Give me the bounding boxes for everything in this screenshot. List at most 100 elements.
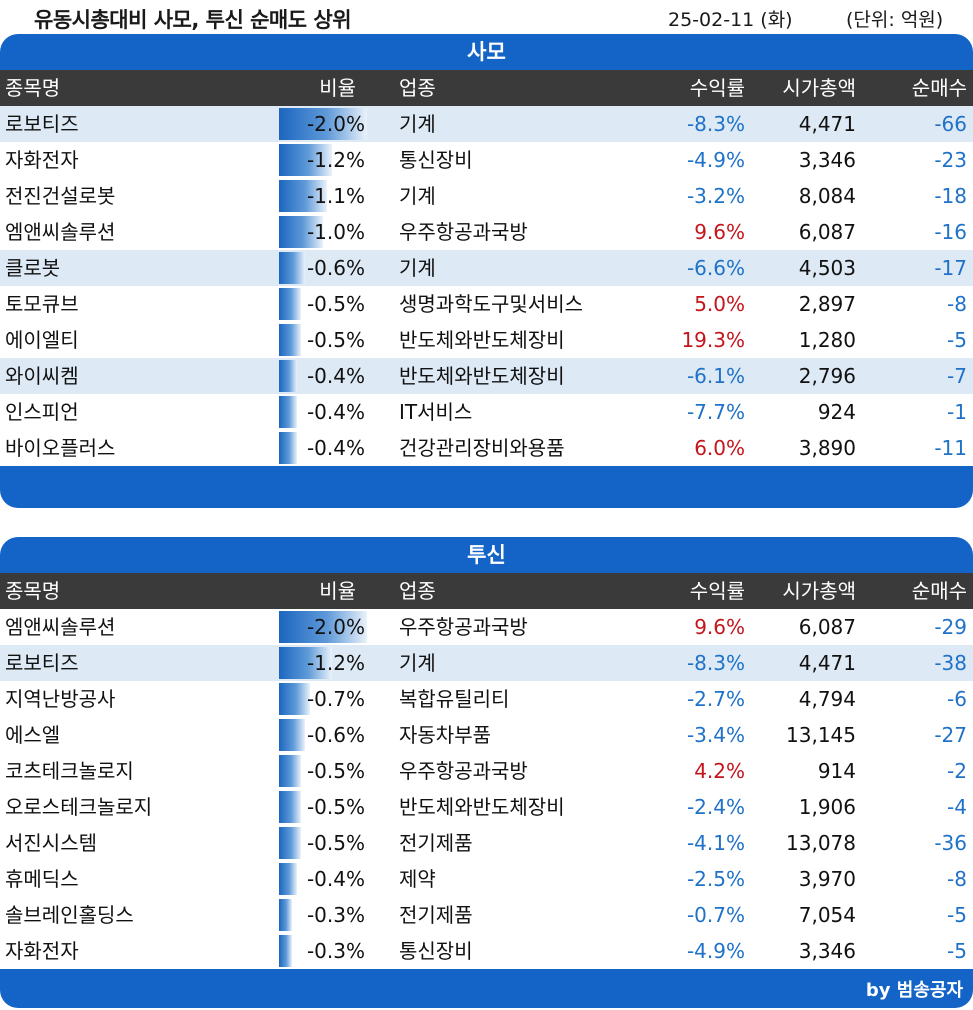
stock-name: 토모큐브: [5, 292, 79, 316]
industry: 반도체와반도체장비: [399, 328, 565, 352]
col-industry: 업종: [399, 76, 436, 100]
industry: 우주항공과국방: [399, 759, 528, 783]
ratio-value: -0.7%: [306, 687, 365, 711]
market-cap: 914: [817, 759, 856, 783]
market-cap: 4,503: [798, 256, 856, 280]
market-cap: 4,471: [798, 651, 856, 675]
industry: 기계: [399, 112, 436, 136]
return-value: -8.3%: [686, 651, 745, 675]
net-buy: -5: [947, 328, 967, 352]
market-cap: 1,280: [798, 328, 856, 352]
ratio-bar: [279, 827, 301, 859]
ratio-bar: [279, 396, 297, 428]
ratio-bar: [279, 180, 327, 212]
stock-name: 에스엘: [5, 723, 61, 747]
industry: 우주항공과국방: [399, 220, 528, 244]
byline: by 범송공자: [865, 980, 963, 1001]
col-mktcap: 시가총액: [782, 76, 856, 100]
net-buy: -29: [934, 615, 967, 639]
return-value: 4.2%: [694, 759, 745, 783]
panel-title: 사모: [0, 34, 973, 70]
ratio-bar: [279, 611, 367, 643]
ratio-value: -0.4%: [306, 867, 365, 891]
return-value: -2.4%: [686, 795, 745, 819]
net-buy: -4: [947, 795, 967, 819]
return-value: -4.9%: [686, 939, 745, 963]
net-buy: -36: [934, 831, 967, 855]
title-bar: 유동시총대비 사모, 투신 순매도 상위 25-02-11 (화) (단위: 억…: [0, 0, 973, 34]
ratio-bar: [279, 252, 305, 284]
return-value: 9.6%: [694, 615, 745, 639]
return-value: -6.6%: [686, 256, 745, 280]
table-row: 엠앤씨솔루션 -2.0% 우주항공과국방 9.6% 6,087 -29: [0, 609, 973, 645]
ratio-bar: [279, 863, 297, 895]
net-buy: -8: [947, 292, 967, 316]
ratio-value: -0.5%: [306, 328, 365, 352]
industry: 우주항공과국방: [399, 615, 528, 639]
ratio-value: -0.4%: [306, 436, 365, 460]
ratio-bar: [279, 216, 323, 248]
net-buy: -5: [947, 939, 967, 963]
return-value: -3.4%: [686, 723, 745, 747]
market-cap: 6,087: [798, 220, 856, 244]
return-value: -7.7%: [686, 400, 745, 424]
col-return: 수익률: [689, 76, 745, 100]
table-row: 휴메딕스 -0.4% 제약 -2.5% 3,970 -8: [0, 861, 973, 897]
return-value: 5.0%: [694, 292, 745, 316]
market-cap: 3,346: [798, 148, 856, 172]
table-row: 지역난방공사 -0.7% 복합유틸리티 -2.7% 4,794 -6: [0, 681, 973, 717]
ratio-value: -1.0%: [306, 220, 365, 244]
panel-footer: [0, 466, 973, 508]
return-value: -6.1%: [686, 364, 745, 388]
stock-name: 에이엘티: [5, 328, 79, 352]
ratio-value: -0.3%: [306, 939, 365, 963]
market-cap: 13,145: [786, 723, 856, 747]
market-cap: 4,794: [798, 687, 856, 711]
ratio-bar: [279, 360, 297, 392]
ratio-bar: [279, 755, 301, 787]
return-value: -2.5%: [686, 867, 745, 891]
stock-name: 로보티즈: [5, 112, 79, 136]
market-cap: 7,054: [798, 903, 856, 927]
ratio-bar: [279, 683, 310, 715]
col-net: 순매수: [911, 76, 967, 100]
industry: 전기제품: [399, 903, 473, 927]
industry: 반도체와반도체장비: [399, 795, 565, 819]
stock-name: 바이오플러스: [5, 436, 116, 460]
market-cap: 1,906: [798, 795, 856, 819]
market-cap: 2,796: [798, 364, 856, 388]
stock-name: 서진시스템: [5, 831, 97, 855]
ratio-value: -1.2%: [306, 148, 365, 172]
net-buy: -27: [934, 723, 967, 747]
market-cap: 3,346: [798, 939, 856, 963]
ratio-value: -0.6%: [306, 723, 365, 747]
table-row: 오로스테크놀로지 -0.5% 반도체와반도체장비 -2.4% 1,906 -4: [0, 789, 973, 825]
table-row: 로보티즈 -2.0% 기계 -8.3% 4,471 -66: [0, 106, 973, 142]
industry: 생명과학도구및서비스: [399, 292, 583, 316]
table-row: 토모큐브 -0.5% 생명과학도구및서비스 5.0% 2,897 -8: [0, 286, 973, 322]
net-buy: -2: [947, 759, 967, 783]
net-buy: -17: [934, 256, 967, 280]
return-value: -4.1%: [686, 831, 745, 855]
industry: 통신장비: [399, 939, 473, 963]
ratio-value: -0.4%: [306, 364, 365, 388]
stock-name: 엠앤씨솔루션: [5, 220, 116, 244]
table-row: 엠앤씨솔루션 -1.0% 우주항공과국방 9.6% 6,087 -16: [0, 214, 973, 250]
industry: 복합유틸리티: [399, 687, 510, 711]
ratio-value: -0.5%: [306, 292, 365, 316]
table-row: 자화전자 -1.2% 통신장비 -4.9% 3,346 -23: [0, 142, 973, 178]
stock-name: 로보티즈: [5, 651, 79, 675]
table-row: 로보티즈 -1.2% 기계 -8.3% 4,471 -38: [0, 645, 973, 681]
panel-title: 투신: [0, 537, 973, 573]
ratio-bar: [279, 719, 305, 751]
market-cap: 3,890: [798, 436, 856, 460]
table-row: 자화전자 -0.3% 통신장비 -4.9% 3,346 -5: [0, 933, 973, 969]
ratio-bar: [279, 432, 297, 464]
net-buy: -66: [934, 112, 967, 136]
ratio-value: -2.0%: [306, 112, 365, 136]
col-name: 종목명: [5, 76, 61, 100]
stock-name: 와이씨켐: [5, 364, 79, 388]
ratio-bar: [279, 324, 301, 356]
stock-name: 전진건설로봇: [5, 184, 116, 208]
return-value: -4.9%: [686, 148, 745, 172]
